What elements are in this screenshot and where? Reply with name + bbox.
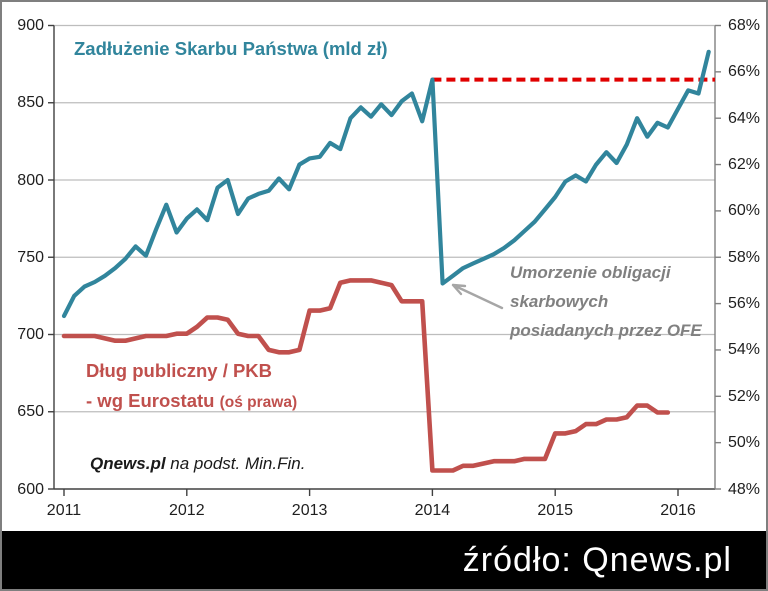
annotation-line-3: posiadanych przez OFE xyxy=(510,321,702,340)
chart-title: Zadłużenie Skarbu Państwa (mld zł) xyxy=(74,38,388,59)
y-axis-right-label: 52% xyxy=(728,387,761,405)
y-axis-right-label: 68% xyxy=(728,17,761,34)
y-axis-right-label: 62% xyxy=(728,156,761,174)
plot-svg xyxy=(48,24,721,496)
y-axis-right-label: 50% xyxy=(728,434,761,452)
y-axis-left-label: 850 xyxy=(17,94,44,112)
annotation-line-1: Umorzenie obligacji xyxy=(510,263,671,282)
x-axis-year-label: 2013 xyxy=(291,502,328,519)
credit-note: Qnews.pl na podst. Min.Fin. xyxy=(90,454,305,474)
y-axis-right-label: 60% xyxy=(728,202,761,220)
ratio-legend: Dług publiczny / PKB - wg Eurostatu (oś … xyxy=(86,356,297,418)
y-axis-left-label: 600 xyxy=(17,480,44,498)
x-axis-year-label: 2015 xyxy=(537,502,573,519)
y-axis-left-label: 900 xyxy=(17,17,44,34)
y-axis-right-label: 48% xyxy=(728,480,761,498)
y-axis-right-label: 54% xyxy=(728,341,761,359)
y-axis-right-label: 66% xyxy=(728,63,761,81)
annotation-line-2: skarbowych xyxy=(510,292,609,311)
x-axis-year-label: 2016 xyxy=(660,502,696,519)
x-axis-year-label: 2011 xyxy=(46,502,82,519)
x-axis-year-label: 2012 xyxy=(169,502,205,519)
x-axis-year-label: 2014 xyxy=(414,502,451,519)
y-axis-left-label: 700 xyxy=(17,326,44,343)
y-axis-right-label: 64% xyxy=(728,109,761,127)
ratio-legend-line1: Dług publiczny / PKB xyxy=(86,360,273,381)
ratio-legend-line2: - wg Eurostatu xyxy=(86,390,220,411)
source-bar-text: źródło: Qnews.pl xyxy=(462,541,732,579)
annotation-umorzenie: Umorzenie obligacji skarbowych posiadany… xyxy=(510,258,702,345)
y-axis-left-label: 750 xyxy=(17,248,44,266)
credit-brand: Qnews.pl xyxy=(90,454,166,473)
source-bar: źródło: Qnews.pl xyxy=(2,531,766,589)
y-axis-right-label: 56% xyxy=(728,295,761,313)
ratio-legend-axis-note: (oś prawa) xyxy=(219,394,298,411)
y-axis-left-label: 800 xyxy=(17,171,44,189)
credit-source: na podst. Min.Fin. xyxy=(165,454,306,473)
y-axis-left-label: 650 xyxy=(17,403,44,421)
y-axis-right-label: 58% xyxy=(728,248,761,266)
